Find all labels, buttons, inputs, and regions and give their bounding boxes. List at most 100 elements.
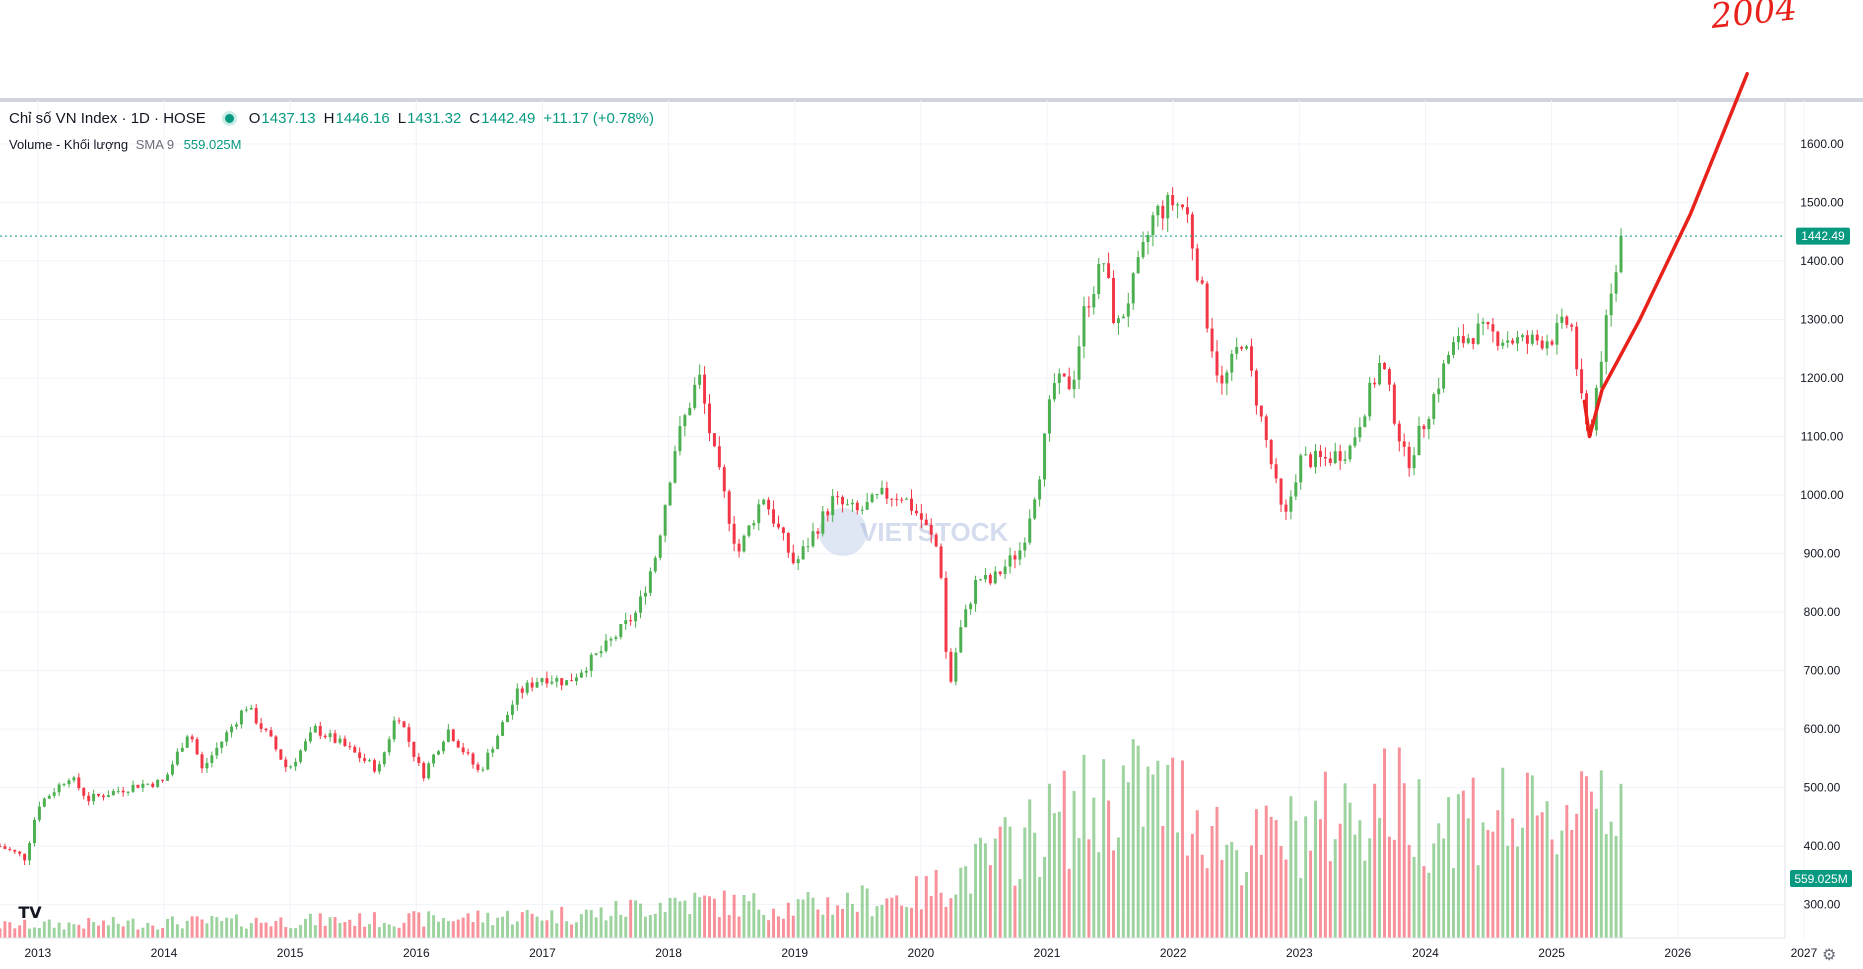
volume-bar — [653, 913, 657, 938]
volume-bar — [634, 900, 638, 938]
settings-gear-icon[interactable]: ⚙ — [1822, 947, 1837, 964]
volume-legend[interactable]: Volume - Khối lượng SMA 9 559.025M — [9, 137, 242, 152]
candle-body — [924, 519, 928, 525]
volume-bar — [1003, 817, 1007, 938]
candle-body — [456, 740, 460, 748]
volume-bar — [1348, 802, 1352, 938]
candle-body — [1033, 499, 1037, 519]
candle-body — [929, 524, 933, 535]
tradingview-logo-icon[interactable]: TV — [18, 902, 42, 922]
candle-body — [170, 764, 174, 775]
volume-bar — [1368, 838, 1372, 938]
candle-body — [225, 732, 229, 742]
candle-body — [471, 753, 475, 765]
candle-body — [747, 525, 751, 536]
candle-body — [629, 620, 633, 622]
volume-bar — [732, 894, 736, 938]
volume-bar — [269, 926, 273, 938]
time-tick-label: 2019 — [781, 946, 808, 960]
candle-body — [668, 482, 672, 506]
volume-bar — [170, 916, 174, 938]
volume-bar — [673, 897, 677, 938]
volume-bar — [1580, 771, 1584, 938]
volume-bar — [506, 910, 509, 938]
volume-bar — [1269, 816, 1273, 938]
volume-bar — [1511, 818, 1515, 938]
candle-body — [215, 747, 219, 756]
candle-body — [156, 779, 160, 787]
volume-bar — [496, 917, 500, 938]
candle-body — [1309, 454, 1313, 468]
candle-body — [294, 761, 298, 767]
candle-body — [1353, 437, 1357, 446]
candle-body — [422, 762, 426, 779]
volume-bar — [752, 893, 756, 938]
candle-body — [1368, 382, 1372, 417]
candle-body — [377, 764, 381, 772]
candle-body — [1486, 321, 1490, 325]
volume-bar — [535, 916, 539, 938]
volume-bar — [1486, 830, 1490, 938]
candle-body — [969, 603, 973, 610]
candle-body — [737, 543, 741, 552]
candle-body — [111, 791, 115, 796]
candle-body — [166, 774, 169, 781]
volume-bar — [244, 928, 248, 938]
symbol-title[interactable]: Chỉ số VN Index · 1D · HOSE — [9, 110, 206, 127]
candle-body — [97, 793, 101, 796]
open-label: O — [248, 110, 261, 127]
volume-bar — [895, 895, 899, 938]
volume-bar — [683, 900, 687, 938]
volume-bar — [589, 910, 593, 938]
volume-bar — [1166, 764, 1170, 938]
volume-bar — [230, 918, 234, 938]
volume-bar — [1471, 777, 1475, 938]
candle-body — [1540, 340, 1544, 349]
candle-body — [1235, 347, 1239, 354]
candle-body — [437, 751, 440, 755]
top-blank-area — [0, 0, 1863, 100]
user-drawing-trendline[interactable] — [1582, 71, 1749, 439]
volume-bar — [1447, 797, 1451, 938]
candle-body — [1520, 335, 1524, 338]
volume-indicator-name[interactable]: Volume - Khối lượng — [9, 137, 129, 152]
volume-bar — [1279, 846, 1283, 938]
volume-bar — [333, 917, 337, 938]
symbol-legend[interactable]: Chỉ số VN Index · 1D · HOSE O 1437.13 H 14… — [9, 110, 662, 127]
candle-body — [8, 848, 12, 850]
volume-bar — [1358, 820, 1362, 938]
time-axis[interactable]: 2013 2014 2015 2016 2017 2018 2019 2020 2021 2022… — [24, 946, 1817, 960]
volume-bars — [0, 739, 1623, 938]
volume-bar — [402, 922, 406, 938]
candle-body — [525, 682, 529, 693]
candle-body — [550, 681, 554, 684]
volume-bar — [1491, 831, 1495, 938]
volume-bar — [1294, 820, 1298, 938]
volume-bar — [1249, 845, 1253, 938]
volume-bar — [614, 900, 618, 938]
price-axis[interactable]: 300.00 400.00 500.00 600.00 700.00 800.00 900.… — [1800, 137, 1844, 912]
candles — [0, 187, 1623, 866]
candle-body — [1363, 416, 1367, 427]
candle-body — [1205, 283, 1209, 329]
candle-body — [1452, 342, 1455, 355]
candle-body — [1323, 457, 1327, 459]
candle-body — [348, 746, 352, 748]
volume-bar — [1185, 855, 1189, 938]
volume-bar — [239, 926, 243, 938]
volume-bar — [166, 918, 169, 938]
candle-body — [239, 710, 243, 725]
candle-body — [964, 609, 968, 628]
candle-body — [1220, 375, 1224, 384]
candle-body — [1057, 373, 1061, 384]
volume-bar — [1067, 868, 1071, 938]
candle-body — [1067, 376, 1071, 390]
volume-bar — [427, 911, 431, 938]
candle-body — [515, 688, 519, 705]
candle-body — [831, 496, 835, 516]
volume-bar — [1092, 797, 1096, 938]
volume-bar — [274, 920, 278, 938]
volume-bar — [806, 892, 810, 938]
volume-bar — [900, 905, 904, 938]
